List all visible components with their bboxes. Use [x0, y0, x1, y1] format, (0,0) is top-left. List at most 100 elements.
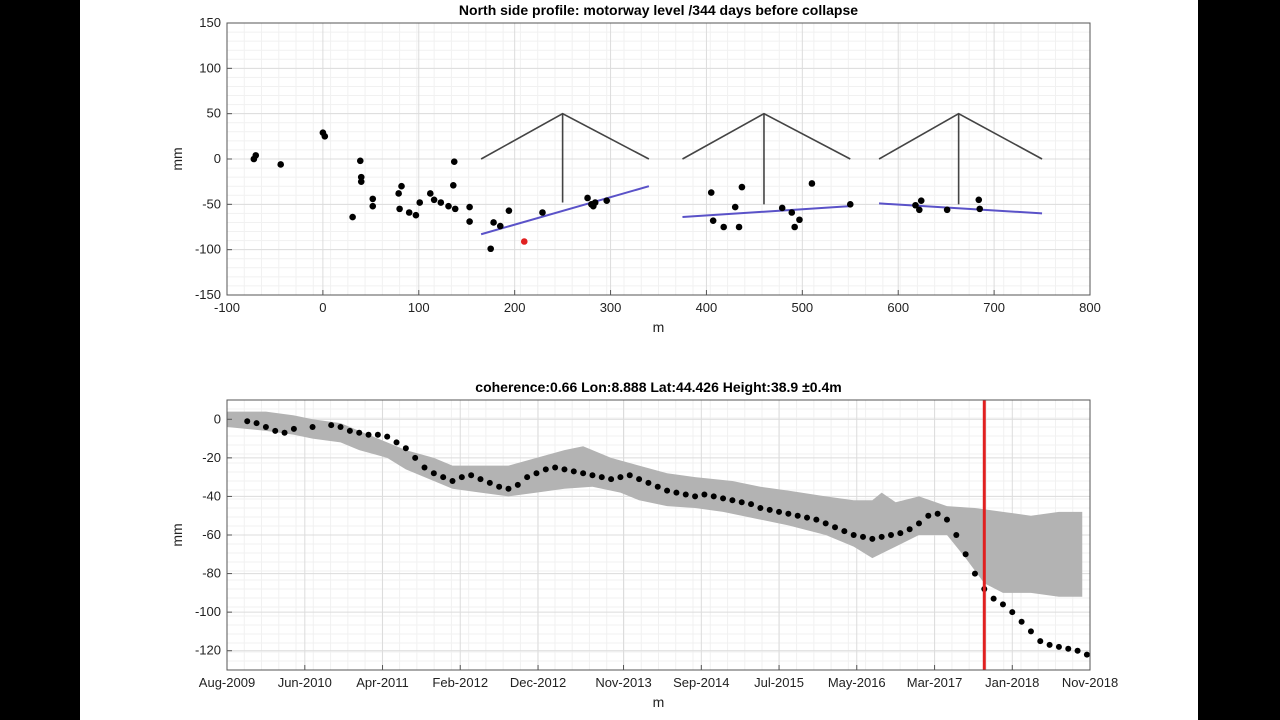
displacement-data-point: [645, 479, 652, 486]
displacement-data-point: [281, 429, 288, 436]
profile-data-point: [808, 180, 816, 187]
displacement-data-point: [999, 601, 1006, 608]
displacement-data-point: [692, 493, 699, 500]
displacement-data-point: [440, 474, 447, 481]
timeseries-tick-labels: Aug-2009 Jun-2010 Apr-2011 Feb-2012 Dec-2012…: [195, 411, 1118, 690]
profile-data-point: [450, 158, 458, 166]
displacement-data-point: [458, 474, 465, 481]
displacement-data-point: [878, 533, 885, 540]
profile-data-point: [584, 194, 591, 202]
profile-data-point: [396, 205, 403, 213]
profile-data-point: [917, 197, 925, 205]
displacement-data-point: [262, 424, 269, 430]
displacement-data-point: [673, 489, 680, 496]
x-tick-label: 700: [983, 300, 1005, 315]
displacement-data-point: [794, 512, 801, 519]
profile-data-point: [912, 201, 919, 209]
displacement-data-point: [832, 524, 839, 531]
x-tick-label: 200: [504, 300, 526, 315]
displacement-data-point: [710, 493, 717, 500]
displacement-data-point: [617, 474, 624, 481]
profile-data-point: [412, 211, 420, 219]
displacement-data-point: [1083, 651, 1090, 658]
displacement-data-point: [598, 474, 605, 481]
profile-data-point: [791, 223, 798, 231]
y-tick-label: 100: [199, 60, 221, 75]
x-tick-label: 500: [791, 300, 813, 315]
displacement-data-point: [449, 478, 456, 484]
y-tick-label: -120: [195, 643, 221, 658]
displacement-data-point: [505, 485, 512, 492]
displacement-data-point: [943, 516, 950, 523]
displacement-data-point: [477, 476, 484, 483]
profile-data-point: [505, 207, 513, 214]
displacement-data-point: [244, 418, 251, 425]
y-tick-label: -40: [202, 488, 221, 503]
profile-marks: [250, 112, 1043, 253]
displacement-data-point: [654, 483, 661, 490]
profile-data-point: [369, 202, 377, 210]
y-tick-label: 150: [199, 15, 221, 30]
displacement-data-point: [757, 505, 764, 511]
y-tick-label: -100: [195, 604, 221, 619]
displacement-data-point: [822, 520, 829, 527]
x-tick-label: Nov-2013: [595, 675, 651, 690]
x-tick-label: Aug-2009: [199, 675, 255, 690]
profile-data-point: [943, 206, 951, 214]
displacement-data-point: [701, 491, 708, 498]
profile-data-point: [437, 199, 445, 206]
figure-canvas: -100 0 100 200 300 400 500 600 700 800 150 100 50 0 -5…: [80, 0, 1198, 720]
x-tick-label: Dec-2012: [510, 675, 566, 690]
displacement-data-point: [468, 472, 475, 479]
displacement-data-point: [990, 595, 997, 602]
profile-data-point: [976, 205, 984, 213]
y-tick-label: -80: [202, 566, 221, 581]
displacement-data-point: [720, 495, 727, 502]
displacement-data-point: [962, 551, 969, 558]
displacement-data-point: [1037, 638, 1044, 645]
displacement-data-point: [374, 431, 381, 438]
x-tick-label: Apr-2011: [356, 675, 409, 690]
displacement-data-point: [738, 499, 745, 506]
x-tick-label: Feb-2012: [432, 675, 488, 690]
trend-fit-line: [878, 202, 1043, 215]
displacement-data-point: [776, 508, 783, 515]
timeseries-chart-title: coherence:0.66 Lon:8.888 Lat:44.426 Heig…: [475, 379, 841, 395]
y-tick-label: -20: [202, 450, 221, 465]
profile-data-point: [357, 178, 365, 185]
displacement-data-point: [561, 466, 568, 473]
profile-data-point: [369, 195, 377, 203]
x-tick-label: Nov-2018: [1062, 675, 1118, 690]
displacement-data-point: [412, 454, 419, 461]
displacement-data-point: [925, 512, 932, 519]
profile-data-point: [975, 196, 983, 204]
displacement-data-point: [813, 516, 820, 523]
x-tick-label: May-2016: [828, 675, 886, 690]
profile-data-point: [321, 133, 329, 140]
pier-stay-cables: [878, 112, 1043, 160]
displacement-data-point: [626, 472, 633, 479]
displacement-data-point: [290, 425, 297, 432]
profile-data-point: [357, 173, 365, 181]
x-tick-label: 400: [696, 300, 718, 315]
displacement-data-point: [850, 532, 857, 538]
x-tick-label: 800: [1079, 300, 1101, 315]
profile-data-point: [707, 189, 715, 196]
displacement-data-point: [570, 468, 577, 475]
profile-data-point: [252, 152, 260, 159]
displacement-data-point: [384, 433, 391, 440]
profile-grid: [226, 22, 1091, 296]
profile-data-point: [398, 182, 405, 190]
profile-data-point: [731, 203, 739, 211]
displacement-data-point: [552, 464, 559, 471]
profile-tick-labels: -100 0 100 200 300 400 500 600 700 800150100500-5…: [195, 15, 1101, 315]
y-tick-label: -50: [202, 196, 221, 211]
profile-data-point: [487, 245, 494, 253]
y-tick-label: -60: [202, 527, 221, 542]
displacement-data-point: [906, 526, 913, 533]
trend-fit-line: [682, 205, 851, 219]
y-tick-label: 0: [214, 151, 221, 166]
displacement-data-point: [356, 429, 363, 436]
highlighted-data-point: [520, 238, 528, 245]
profile-data-point: [349, 213, 356, 221]
